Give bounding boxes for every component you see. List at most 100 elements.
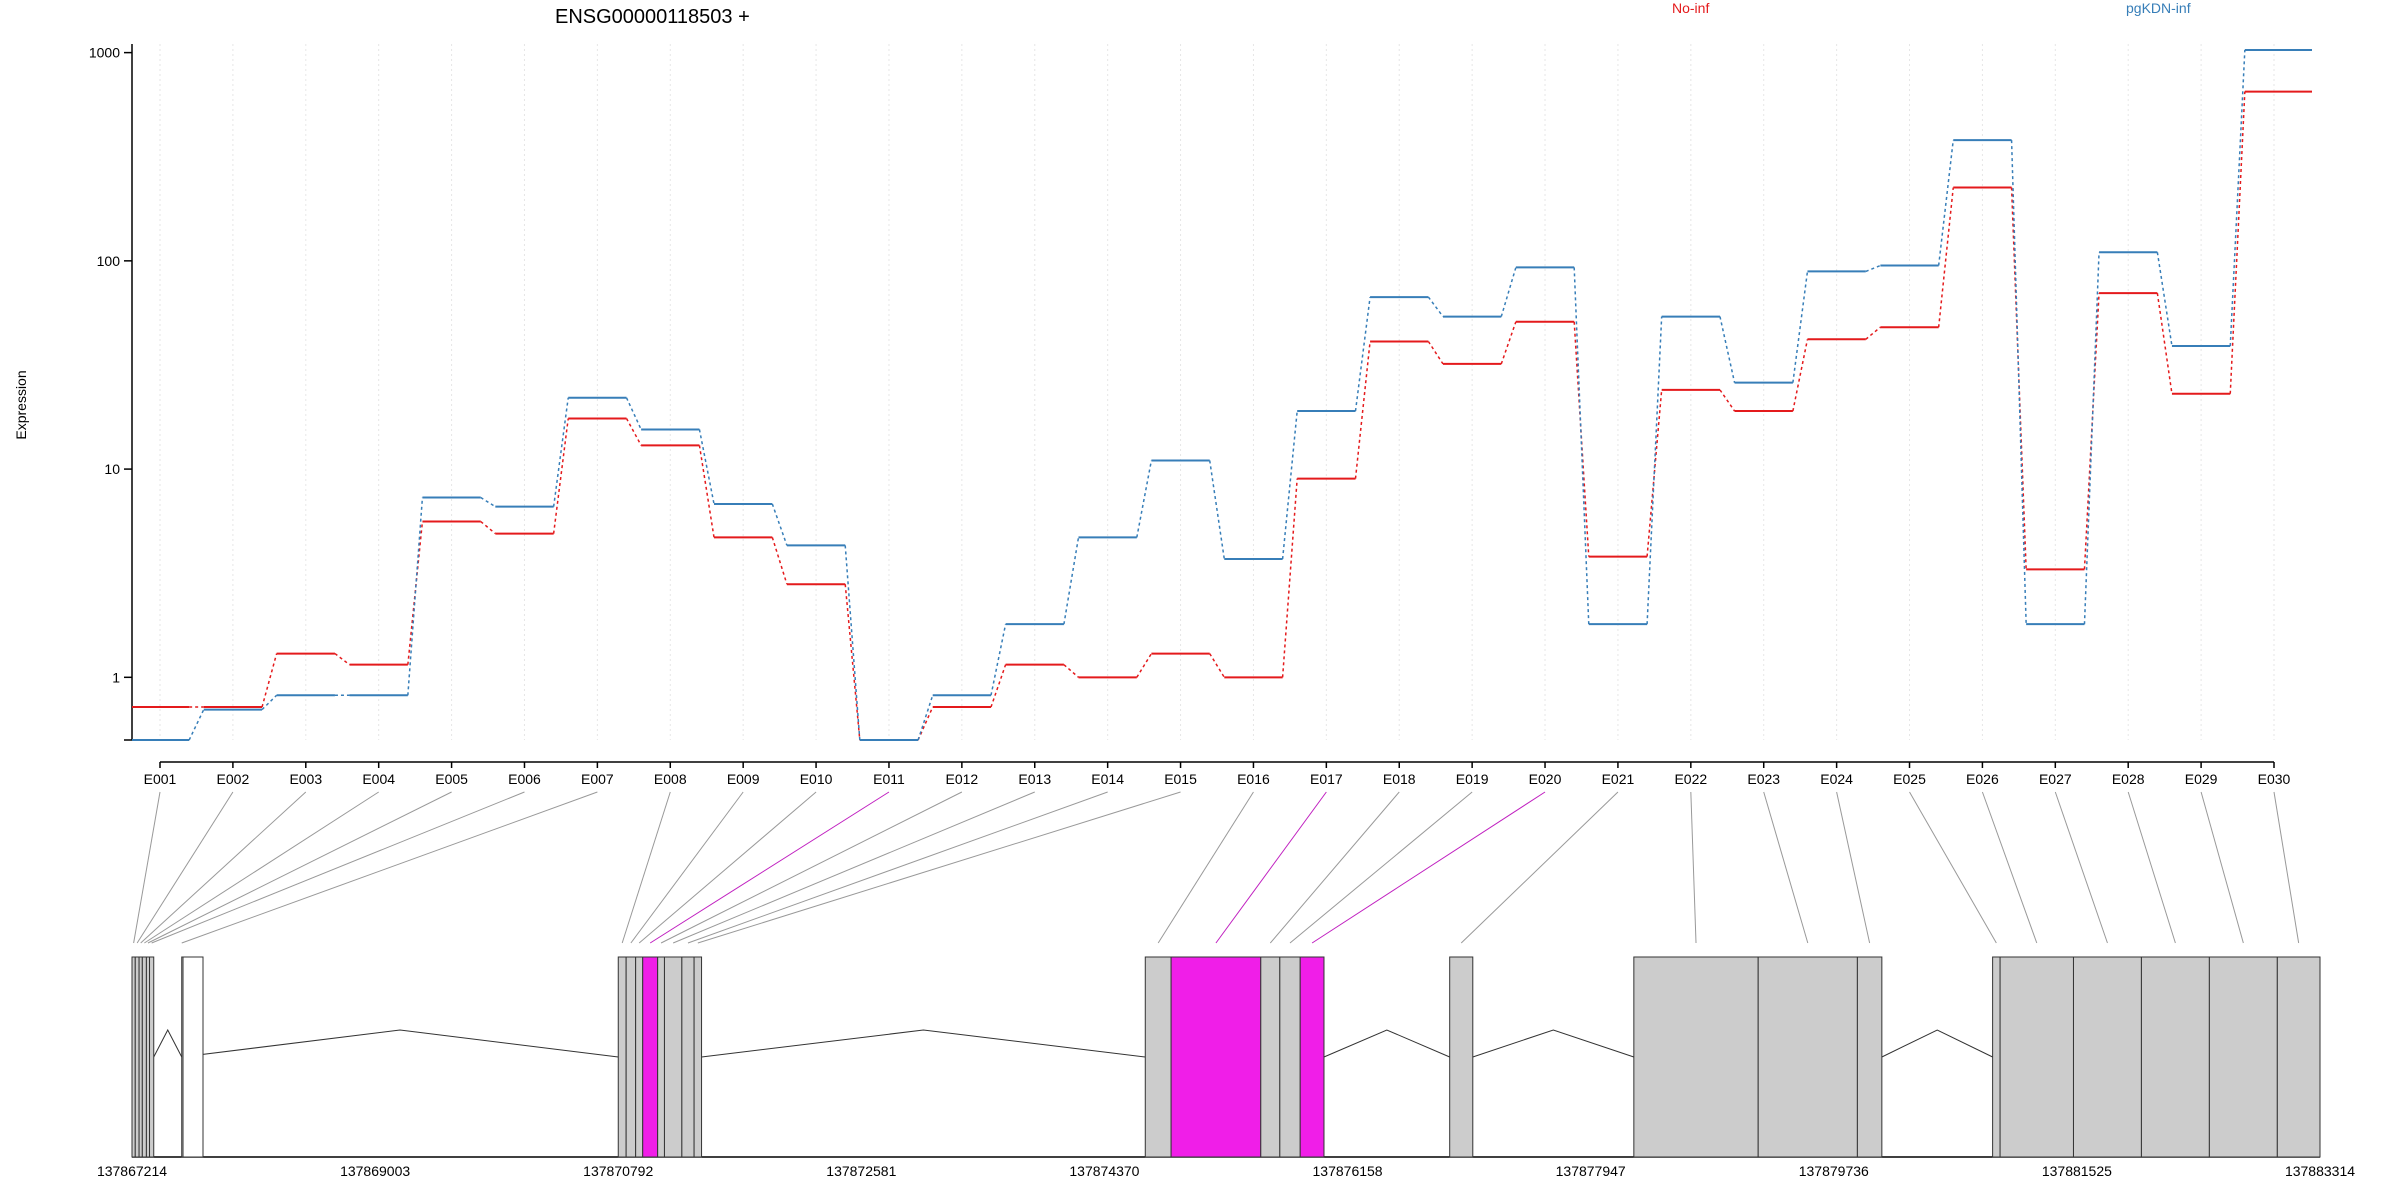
x-tick-label-e006: E006 (508, 771, 541, 787)
intron-line (153, 1028, 183, 1058)
series-no-inf (132, 90, 2312, 741)
series-transition (1937, 187, 1955, 328)
series-transition (2229, 91, 2246, 394)
exon-connector (687, 791, 1108, 944)
series-transition (1500, 267, 1517, 317)
x-tick-label-e013: E013 (1018, 771, 1051, 787)
exon-box-e011 (642, 956, 659, 1158)
x-tick-label-e022: E022 (1674, 771, 1707, 787)
exon-connector (1460, 791, 1619, 944)
exon-box-e006 (149, 956, 155, 1158)
x-tick-label-e011: E011 (873, 771, 905, 787)
exon-box-e024 (1856, 956, 1883, 1158)
exon-connector (181, 791, 598, 944)
x-tick-label-e023: E023 (1747, 771, 1780, 787)
chart-title: ENSG00000118503 + (555, 6, 750, 28)
exon-box-e016 (1144, 956, 1172, 1158)
x-tick-label-e026: E026 (1966, 771, 1999, 787)
exon-box-e028 (2140, 956, 2210, 1158)
series-transition (261, 653, 278, 708)
x-tick-label-e009: E009 (727, 771, 760, 787)
series-transition (1792, 271, 1809, 383)
series-transition (698, 429, 715, 505)
exon-box-e007-outline (182, 956, 204, 1158)
exon-connector (144, 791, 379, 944)
series-transition (1354, 296, 1371, 412)
exon-box-e012 (657, 956, 665, 1158)
y-tick-label: 10 (104, 461, 120, 477)
x-tick-label-e005: E005 (435, 771, 468, 787)
series-transition (1427, 296, 1444, 318)
series-transition (2010, 187, 2027, 570)
series-transition (771, 503, 788, 546)
series-transition (990, 624, 1007, 696)
exon-connector (1690, 791, 1697, 944)
coordinate-label: 137879736 (1799, 1163, 1869, 1179)
exon-connector (136, 791, 234, 944)
intron-line (701, 1029, 1146, 1058)
exon-box-e022 (1633, 956, 1759, 1158)
series-transition (1865, 326, 1881, 340)
x-tick-label-e003: E003 (289, 771, 322, 787)
exon-box-e026 (1999, 956, 2074, 1158)
series-transition (188, 709, 205, 741)
intron-line (1881, 1029, 1993, 1058)
x-tick-label-e017: E017 (1310, 771, 1343, 787)
exon-connector (660, 791, 963, 944)
series-transition (480, 496, 496, 508)
exon-connector (2127, 791, 2176, 944)
coordinate-label: 137877947 (1556, 1163, 1626, 1179)
exon-box-e021 (1449, 956, 1474, 1158)
x-tick-label-e001: E001 (144, 771, 177, 787)
series-transition (552, 397, 569, 507)
y-axis-label: Expression (13, 370, 29, 439)
exon-connector (1836, 791, 1871, 944)
y-axis: 1 10 100 1000 (89, 44, 133, 741)
exon-connector (1909, 791, 1997, 944)
intron-line (181, 1029, 619, 1058)
series-transition (1281, 410, 1298, 560)
series-transition (698, 445, 715, 538)
exon-box-e025 (1992, 956, 2001, 1158)
x-tick-label-e014: E014 (1091, 771, 1124, 787)
legend-no-inf: No-inf (1672, 0, 1709, 16)
exon-box-e030 (2276, 956, 2321, 1158)
exon-box-e020 (1299, 956, 1325, 1158)
series-transition (2229, 49, 2246, 347)
series-transition (1646, 389, 1663, 557)
series-transition (1573, 321, 1590, 557)
coordinate-label: 137883314 (2285, 1163, 2355, 1179)
series-transition (261, 694, 278, 711)
coordinate-label: 137876158 (1313, 1163, 1383, 1179)
exon-connector (147, 791, 452, 944)
x-tick-label-e018: E018 (1383, 771, 1416, 787)
series-transition (990, 664, 1007, 708)
series-transition (1500, 321, 1517, 365)
exon-box-e014 (681, 956, 695, 1158)
exon-connector (1157, 791, 1254, 944)
coordinate-label: 137870792 (583, 1163, 653, 1179)
exon-box-e017 (1170, 956, 1262, 1158)
exon-connector (2054, 791, 2108, 944)
series-transition (552, 418, 569, 534)
coordinate-label: 137867214 (97, 1163, 167, 1179)
y-tick-label: 1 (112, 669, 120, 685)
exon-connector (672, 791, 1035, 944)
x-tick-label-e007: E007 (581, 771, 614, 787)
coordinate-label: 137869003 (340, 1163, 410, 1179)
x-tick-label-e021: E021 (1602, 771, 1635, 787)
x-tick-label-e027: E027 (2039, 771, 2072, 787)
series-transition (480, 520, 496, 535)
series-transition (2156, 252, 2173, 347)
x-tick-label-e024: E024 (1820, 771, 1853, 787)
exon-connector (697, 791, 1181, 944)
coordinate-label: 137874370 (1069, 1163, 1139, 1179)
series-transition (1865, 264, 1881, 273)
exon-connector (133, 791, 161, 944)
exon-connector (1215, 791, 1327, 944)
x-tick-label-e025: E025 (1893, 771, 1926, 787)
series-transition (917, 706, 934, 741)
exon-box-e018 (1260, 956, 1281, 1158)
exon-box-e004 (141, 956, 147, 1158)
